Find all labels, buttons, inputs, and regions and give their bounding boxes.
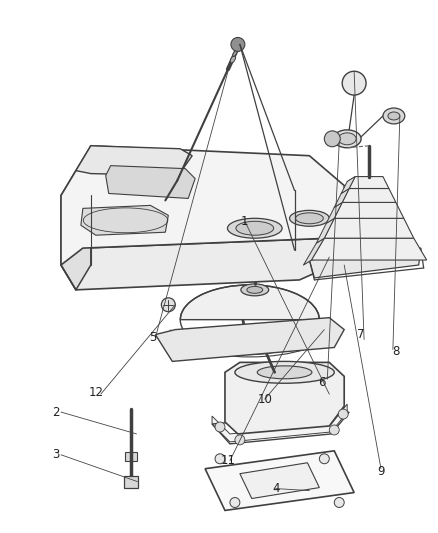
Polygon shape xyxy=(304,238,324,265)
Text: 3: 3 xyxy=(53,448,60,461)
Polygon shape xyxy=(106,166,195,198)
Polygon shape xyxy=(334,189,349,207)
Ellipse shape xyxy=(296,213,323,224)
Polygon shape xyxy=(235,287,248,305)
Circle shape xyxy=(231,37,245,51)
Polygon shape xyxy=(240,463,319,498)
Polygon shape xyxy=(311,238,427,260)
Polygon shape xyxy=(342,189,396,203)
Circle shape xyxy=(338,409,348,419)
Text: 5: 5 xyxy=(149,331,156,344)
Text: 2: 2 xyxy=(52,406,60,418)
Text: 6: 6 xyxy=(318,376,326,389)
Polygon shape xyxy=(61,238,344,290)
Polygon shape xyxy=(124,452,137,461)
Ellipse shape xyxy=(388,112,400,120)
Polygon shape xyxy=(61,171,91,290)
Polygon shape xyxy=(326,203,342,223)
Circle shape xyxy=(215,422,225,432)
Ellipse shape xyxy=(247,286,263,293)
Polygon shape xyxy=(81,205,168,235)
Circle shape xyxy=(342,71,366,95)
Ellipse shape xyxy=(290,211,329,226)
Circle shape xyxy=(161,298,175,312)
Polygon shape xyxy=(341,176,355,193)
Text: 1: 1 xyxy=(241,215,249,228)
Ellipse shape xyxy=(236,221,274,235)
Ellipse shape xyxy=(241,284,268,296)
Text: 9: 9 xyxy=(377,465,385,478)
Circle shape xyxy=(319,454,329,464)
Polygon shape xyxy=(316,219,334,243)
Ellipse shape xyxy=(333,130,361,148)
Ellipse shape xyxy=(383,108,405,124)
Polygon shape xyxy=(124,475,138,488)
Ellipse shape xyxy=(338,133,356,145)
Circle shape xyxy=(329,425,339,435)
Polygon shape xyxy=(349,176,389,189)
Polygon shape xyxy=(212,404,347,442)
Ellipse shape xyxy=(230,56,236,63)
Polygon shape xyxy=(155,318,344,361)
Circle shape xyxy=(235,435,245,445)
Ellipse shape xyxy=(227,219,282,238)
Polygon shape xyxy=(334,203,404,219)
Ellipse shape xyxy=(257,366,312,379)
Polygon shape xyxy=(205,451,354,511)
Text: 11: 11 xyxy=(220,454,236,467)
Polygon shape xyxy=(225,362,344,434)
Polygon shape xyxy=(61,146,344,265)
Polygon shape xyxy=(324,219,414,238)
Polygon shape xyxy=(76,146,192,175)
Circle shape xyxy=(334,497,344,507)
Ellipse shape xyxy=(233,50,237,56)
Circle shape xyxy=(324,131,340,147)
Polygon shape xyxy=(180,285,319,320)
Circle shape xyxy=(215,454,225,464)
Text: 4: 4 xyxy=(272,482,279,495)
Text: 7: 7 xyxy=(357,328,365,341)
Text: 8: 8 xyxy=(392,345,399,358)
Text: 10: 10 xyxy=(257,393,272,406)
Ellipse shape xyxy=(235,361,334,383)
Polygon shape xyxy=(309,248,421,278)
Text: 12: 12 xyxy=(88,386,103,399)
Circle shape xyxy=(230,497,240,507)
